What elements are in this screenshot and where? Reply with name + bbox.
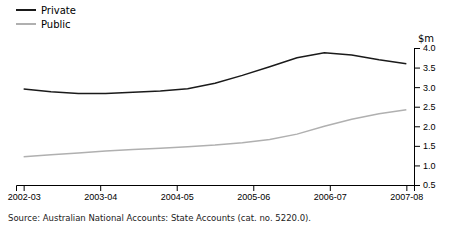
y-axis-label: $m [418,33,434,44]
y-axis-line [415,49,421,186]
y-tick-mark [414,165,420,166]
y-axis: 0.5 1.0 1.5 2.0 2.5 3.0 3.5 4.0 [414,43,436,190]
plot: 2002-03 2003-04 2004-05 2005-06 2006-07 2007-… [8,33,436,202]
legend-label: Private [41,5,76,16]
y-tick-mark [414,126,420,127]
y-tick: 4.0 [414,43,436,53]
y-tick-label: 3.0 [423,83,436,93]
x-tick: 2004-05 [161,185,194,202]
y-tick-label: 2.5 [423,102,436,112]
y-tick: 2.0 [414,122,436,132]
y-tick-mark [414,146,420,147]
legend-item: Public [16,19,71,30]
y-tick-label: 4.0 [423,43,436,53]
x-tick: 2007-08 [390,185,423,202]
y-tick-mark [414,107,420,108]
line [24,53,407,94]
legend-label: Public [41,19,71,30]
x-tick: 2006-07 [314,185,347,202]
x-tick-label: 2006-07 [314,192,347,202]
x-tick-mark [253,185,254,191]
x-tick-mark [24,185,25,191]
legend: Private Public [16,5,76,30]
x-axis-line [17,186,415,192]
y-tick-mark [414,87,420,88]
y-tick: 1.0 [414,161,436,171]
x-axis: 2002-03 2003-04 2004-05 2005-06 2006-07 2007-… [8,185,424,202]
x-tick-mark [406,185,407,191]
legend-swatch [16,9,36,11]
x-tick: 2005-06 [237,185,270,202]
legend-swatch [16,23,36,25]
source-note: Source: Australian National Accounts: St… [8,213,311,223]
x-tick-label: 2004-05 [161,192,194,202]
x-tick-label: 2005-06 [237,192,270,202]
y-tick: 3.0 [414,83,436,93]
x-tick-label: 2007-08 [390,192,423,202]
y-tick-label: 0.5 [423,180,436,190]
y-tick: 2.5 [414,102,436,112]
x-tick-mark [330,185,331,191]
y-tick-mark [414,185,420,186]
line [24,110,407,157]
lines [24,53,407,157]
x-tick-mark [177,185,178,191]
legend-item: Private [16,5,76,16]
y-tick-mark [414,68,420,69]
y-tick: 1.5 [414,141,436,151]
y-tick-label: 1.5 [423,141,436,151]
x-tick-label: 2002-03 [8,192,41,202]
y-tick-label: 1.0 [423,161,436,171]
x-tick-mark [100,185,101,191]
y-tick-label: 3.5 [423,63,436,73]
x-tick-label: 2003-04 [84,192,117,202]
chart: 2002-03 2003-04 2004-05 2005-06 2006-07 2007-… [0,0,454,227]
y-tick: 0.5 [414,180,436,190]
y-tick-mark [414,48,420,49]
y-tick-label: 2.0 [423,122,436,132]
x-tick: 2003-04 [84,185,117,202]
x-tick: 2002-03 [8,185,41,202]
y-tick: 3.5 [414,63,436,73]
